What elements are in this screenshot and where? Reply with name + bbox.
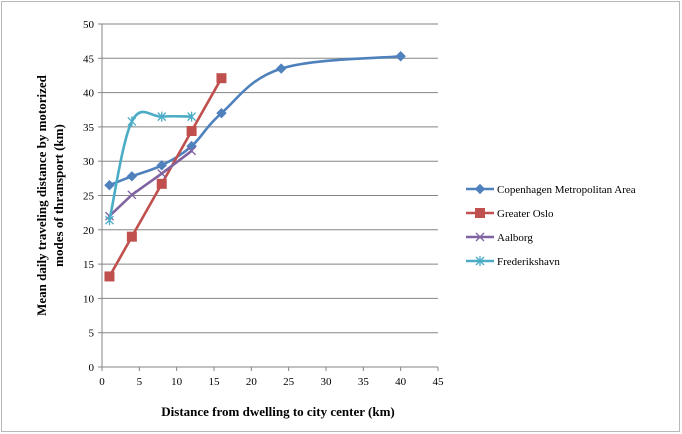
x-tick-label: 35 [358,376,370,388]
data-point-copenhagen-metropolitan-area [104,180,115,191]
legend-item-aalborg: Aalborg [466,232,533,244]
x-tick-label: 25 [283,376,295,388]
data-point-greater-oslo [104,271,115,282]
y-tick-label: 45 [83,53,95,65]
legend: Copenhagen Metropolitan Area Greater Oslo… [466,183,636,268]
data-point-copenhagen-metropolitan-area [126,171,138,182]
data-point-greater-oslo [216,73,227,84]
data-point-frederikshavn [127,116,137,127]
data-point-aalborg [157,169,167,179]
data-point-aalborg [187,146,197,156]
legend-item-frederikshavn: Frederikshavn [466,256,560,268]
y-tick-label: 50 [83,19,95,31]
data-point-copenhagen-metropolitan-area [216,107,227,119]
series-aalborg [104,146,197,221]
data-point-frederikshavn [105,215,114,226]
legend-marker [475,256,485,266]
series-line-copenhagen-metropolitan-area [108,54,401,187]
data-point-frederikshavn [187,111,197,122]
series-greater-oslo [104,73,227,282]
legend-marker [474,183,486,195]
data-point-greater-oslo [126,231,137,242]
data-point-greater-oslo [186,126,197,137]
data-point-greater-oslo [156,178,167,189]
x-tick-labels: 0 5 10 15 20 25 30 35 40 45 [99,376,444,388]
y-axis-title-line-2: modes of thransport (km) [51,124,66,267]
legend-item-copenhagen-metropolitan-area: Copenhagen Metropolitan Area [466,183,636,196]
series-layer [104,51,406,282]
x-tick-label: 5 [137,376,143,388]
data-point-copenhagen-metropolitan-area [156,160,167,171]
series-line-frederikshavn [108,110,192,221]
y-tick-label: 35 [83,122,95,134]
series-frederikshavn [105,110,197,226]
data-point-aalborg [127,190,137,200]
legend-label: Frederikshavn [497,256,560,268]
y-tick-label: 30 [83,156,95,168]
series-line-aalborg [108,149,193,218]
y-tick-label: 10 [83,293,95,305]
legend-item-greater-oslo: Greater Oslo [466,208,554,220]
x-tick-label: 0 [99,376,105,388]
y-tick-label: 15 [83,259,95,271]
legend-marker [475,232,485,242]
y-tick-label: 40 [83,88,95,100]
x-tick-label: 20 [246,376,258,388]
legend-label: Copenhagen Metropolitan Area [497,184,636,196]
x-tick-label: 45 [433,376,445,388]
x-axis-title: Distance from dwelling to city center (k… [161,404,394,419]
y-tick-labels: 0 5 10 15 20 25 30 35 40 45 50 [83,19,95,374]
y-axis-title-line-1: Mean daily traveling distance by motoriz… [34,74,49,316]
legend-label: Greater Oslo [497,208,554,220]
x-tick-label: 10 [171,376,183,388]
data-point-copenhagen-metropolitan-area [275,63,287,74]
x-tick-label: 40 [395,376,407,388]
axes [98,23,439,371]
y-tick-label: 0 [89,362,95,374]
y-tick-label: 25 [83,191,95,203]
x-tick-label: 15 [209,376,221,388]
legend-label: Aalborg [497,232,533,244]
legend-marker [475,208,485,218]
x-tick-label: 30 [321,376,333,388]
series-copenhagen-metropolitan-area [104,51,406,191]
data-point-copenhagen-metropolitan-area [395,51,406,62]
grid-lines [102,23,438,334]
data-point-frederikshavn [157,111,167,122]
y-tick-label: 20 [83,225,95,237]
y-tick-label: 5 [89,328,95,340]
